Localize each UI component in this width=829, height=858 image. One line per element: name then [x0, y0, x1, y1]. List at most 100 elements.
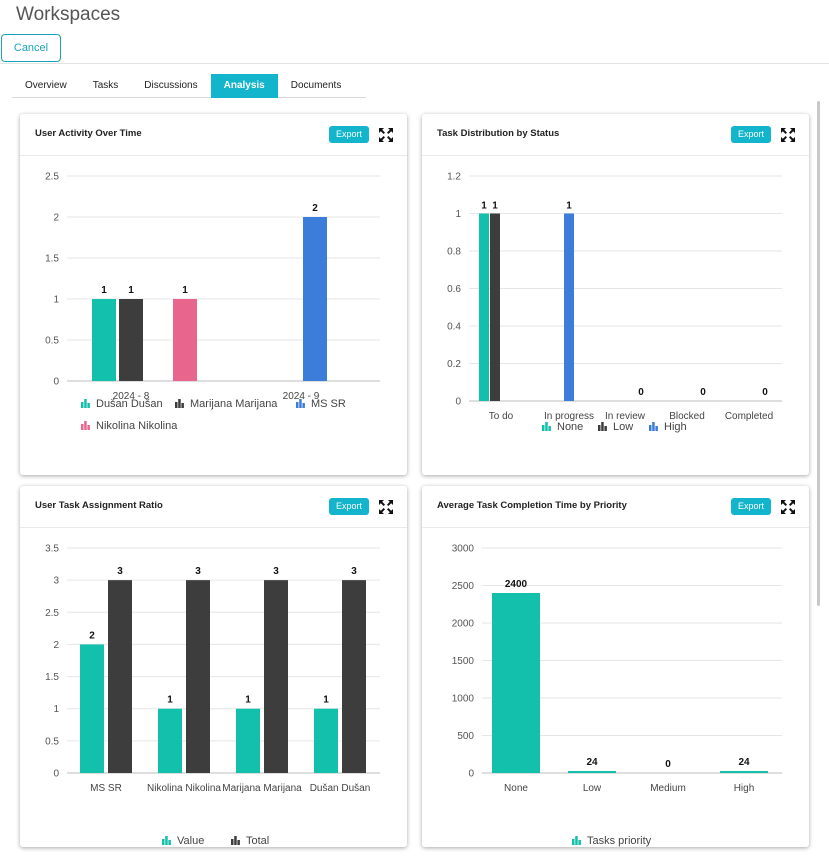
data-label: 3 [273, 566, 279, 577]
legend-swatch-bar [655, 426, 658, 431]
export-button[interactable]: Export [328, 126, 369, 143]
y-tick-label: 0.8 [447, 247, 461, 258]
legend-label: Tasks priority [587, 835, 652, 847]
legend-swatch-bar [604, 426, 607, 431]
bar [479, 213, 489, 401]
user-task-ratio-chart: 0 0.5 1 1.5 2 2.5 3 3.5 MS SR Nikolina Nikolina Ma… [45, 544, 380, 847]
bar [342, 580, 366, 773]
expand-icon[interactable] [780, 127, 796, 143]
tab-discussions[interactable]: Discussions [144, 80, 198, 91]
legend-swatch-icon [175, 399, 184, 408]
avg-completion-time-card: Average Task Completion Time by Priority… [422, 486, 809, 847]
data-label: 3 [117, 566, 123, 577]
legend-swatch-bar [165, 836, 168, 845]
bar [119, 299, 143, 381]
export-button[interactable]: Export [328, 498, 369, 515]
data-label: 24 [738, 757, 750, 768]
bar [490, 213, 500, 401]
vertical-scrollbar[interactable] [817, 101, 820, 606]
legend-swatch-icon [598, 422, 607, 431]
expand-icon[interactable] [378, 499, 394, 515]
legend-swatch-bar [81, 402, 84, 408]
x-tick-label: Completed [725, 411, 773, 422]
data-label: 2400 [505, 579, 528, 590]
y-tick-label: 1 [455, 209, 461, 220]
legend-swatch-bar [237, 840, 240, 845]
legend-swatch-bar [296, 402, 299, 408]
legend-swatch-bar [175, 402, 178, 408]
data-label: 0 [638, 387, 644, 398]
export-button[interactable]: Export [730, 498, 771, 515]
legend-label: Marijana Marijana [190, 398, 278, 410]
legend-swatch-bar [598, 425, 601, 431]
task-distribution-chart: 0 0.2 0.4 0.6 0.8 1 1.2 To do In progress In revi… [447, 172, 782, 433]
legend-swatch-bar [575, 836, 578, 845]
x-tick-label: 2024 - 9 [283, 391, 320, 402]
legend-swatch-bar [542, 425, 545, 431]
legend-label: High [664, 421, 687, 433]
y-tick-label: 0 [468, 769, 474, 780]
y-tick-label: 2 [53, 640, 59, 651]
legend-swatch-bar [181, 403, 184, 408]
legend-swatch-bar [572, 839, 575, 845]
legend-label: Low [613, 421, 633, 433]
y-tick-label: 0 [53, 377, 59, 388]
legend-swatch-icon [572, 836, 581, 845]
bar [720, 771, 768, 773]
data-label: 1 [323, 695, 329, 706]
legend-label: Total [246, 835, 269, 847]
data-label: 1 [566, 201, 572, 212]
y-tick-label: 2.5 [45, 608, 59, 619]
legend-swatch-bar [299, 399, 302, 408]
data-label: 1 [182, 285, 188, 296]
expand-icon[interactable] [780, 499, 796, 515]
card-title: Task Distribution by Status [437, 128, 560, 139]
legend-label: MS SR [311, 398, 346, 410]
bar [158, 708, 182, 773]
data-label: 1 [101, 285, 107, 296]
legend-label: Nikolina Nikolina [96, 420, 178, 432]
y-tick-label: 1.2 [447, 172, 461, 183]
y-tick-label: 3 [53, 576, 59, 587]
legend-swatch-bar [302, 403, 305, 408]
tab-overview[interactable]: Overview [25, 80, 67, 91]
y-tick-label: 0.5 [45, 336, 59, 347]
cancel-button[interactable]: Cancel [1, 34, 61, 62]
legend-label: Dušan Dušan [96, 398, 163, 410]
bar [314, 708, 338, 773]
x-tick-label: Marijana Marijana [222, 783, 302, 794]
bar [173, 299, 197, 381]
tab-documents[interactable]: Documents [290, 80, 342, 91]
x-tick-label: Medium [650, 783, 686, 794]
y-tick-label: 3.5 [45, 544, 59, 555]
y-tick-label: 3000 [452, 544, 475, 555]
y-tick-label: 2500 [452, 581, 475, 592]
avg-completion-time-chart: 0 500 1000 1500 2000 2500 3000 None Low Medium Hig… [452, 544, 782, 847]
y-tick-label: 1 [53, 295, 59, 306]
tab-tasks[interactable]: Tasks [92, 80, 119, 91]
x-tick-label: In review [605, 411, 646, 422]
x-tick-label: To do [489, 411, 514, 422]
x-tick-label: Nikolina Nikolina [147, 783, 221, 794]
export-button[interactable]: Export [730, 126, 771, 143]
y-tick-label: 1000 [452, 694, 475, 705]
x-tick-label: Dušan Dušan [310, 783, 371, 794]
data-label: 1 [492, 201, 498, 212]
data-label: 1 [481, 201, 487, 212]
data-label: 2 [89, 630, 95, 641]
card-title: User Activity Over Time [35, 128, 142, 139]
header-divider [0, 63, 829, 64]
legend-swatch-bar [231, 839, 234, 845]
x-tick-label: Low [583, 783, 602, 794]
legend-swatch-bar [652, 422, 655, 431]
y-tick-label: 2 [53, 213, 59, 224]
data-label: 1 [245, 695, 251, 706]
y-tick-label: 0.6 [447, 284, 461, 295]
tab-analysis[interactable]: Analysis [210, 74, 278, 98]
data-label: 3 [351, 566, 357, 577]
legend-swatch-icon [542, 422, 551, 431]
legend-swatch-icon [649, 422, 658, 431]
expand-icon[interactable] [378, 127, 394, 143]
y-tick-label: 1.5 [45, 254, 59, 265]
y-tick-label: 1.5 [45, 672, 59, 683]
